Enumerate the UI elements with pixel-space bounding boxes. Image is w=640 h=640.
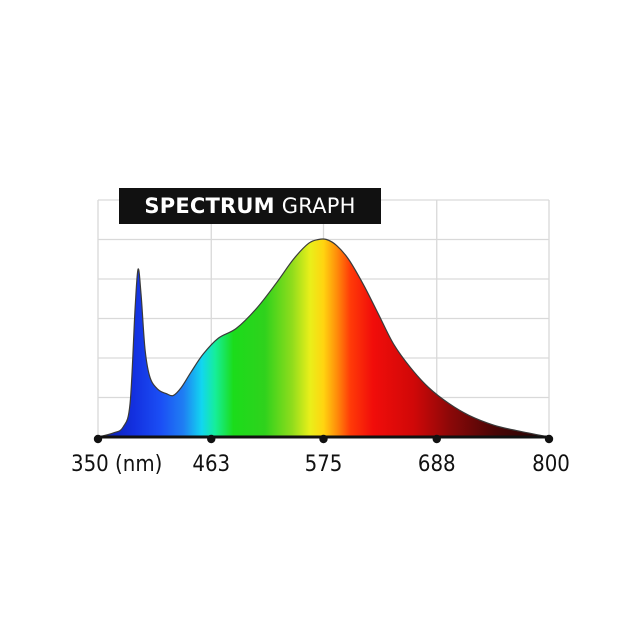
x-tick-dot bbox=[544, 434, 554, 444]
x-tick-label: 688 bbox=[418, 452, 456, 477]
x-tick-dot bbox=[207, 434, 216, 444]
chart-title-bold: SPECTRUM bbox=[144, 194, 275, 218]
x-tick-dot bbox=[93, 434, 103, 444]
x-tick-dot bbox=[319, 434, 328, 444]
chart-title: SPECTRUM GRAPH bbox=[119, 188, 381, 224]
x-tick-label: 463 bbox=[192, 452, 230, 477]
x-tick-dot bbox=[432, 434, 441, 444]
x-tick-label: 800 bbox=[532, 452, 570, 477]
spectrum-area bbox=[98, 238, 549, 437]
x-tick-label: 575 bbox=[305, 452, 343, 477]
spectrum-outline bbox=[97, 238, 550, 438]
chart-title-regular: GRAPH bbox=[281, 194, 356, 218]
x-tick-label: 350 (nm) bbox=[71, 452, 162, 477]
